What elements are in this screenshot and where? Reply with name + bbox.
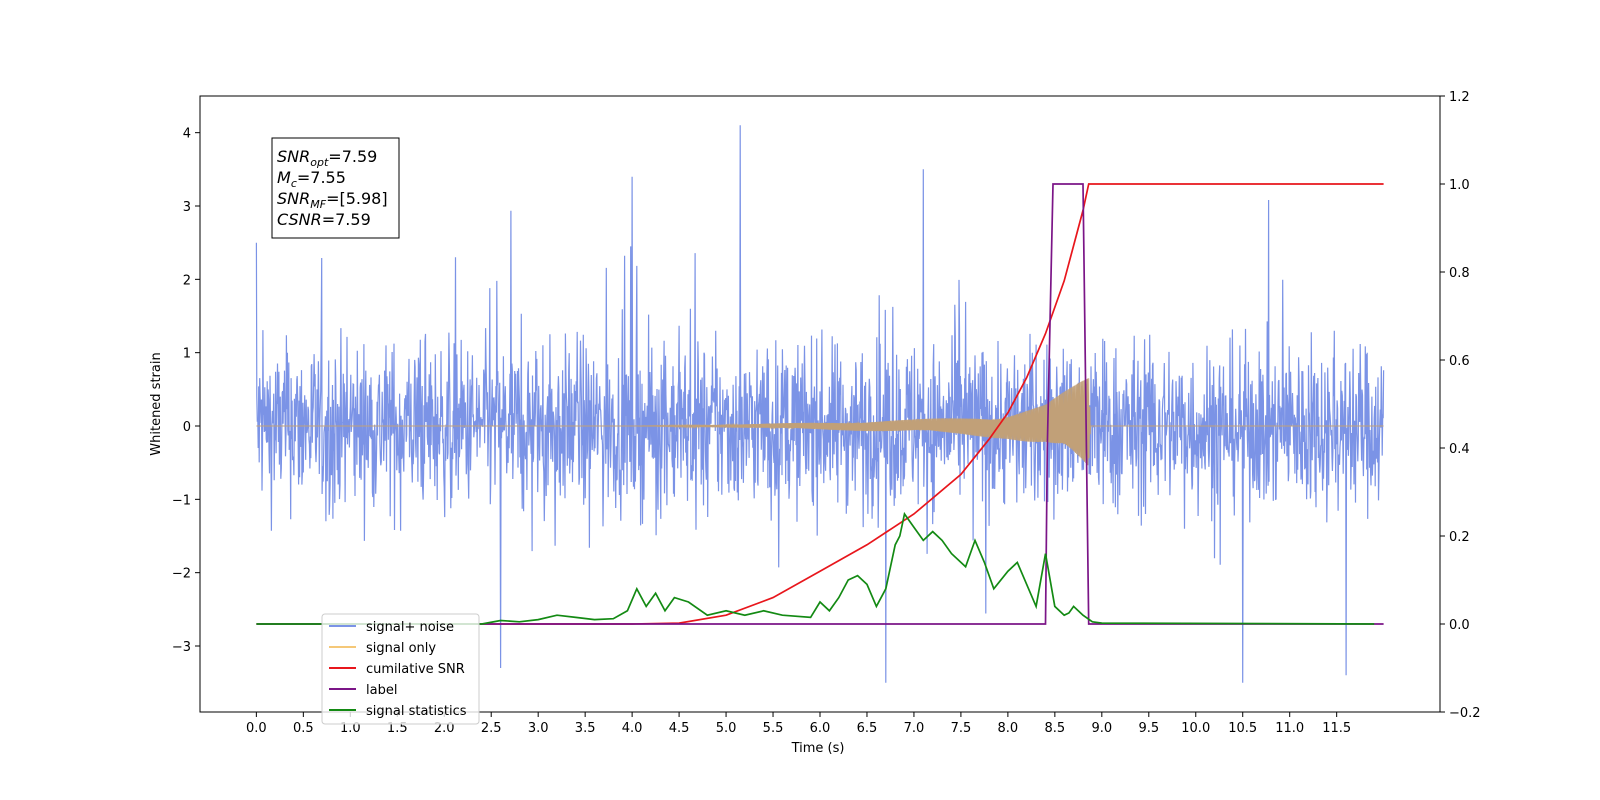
legend-label: cumilative SNR [366,662,465,677]
y2-tick-label: 0.0 [1449,618,1470,633]
x-tick-label: 8.0 [998,721,1019,736]
legend-frame [321,613,480,725]
annotation-line: SNRopt=7.59 [277,147,377,169]
series-label [256,183,1384,625]
series-signal-statistics [256,511,1375,625]
x-tick-label: 4.0 [622,721,643,736]
y-axis-right: −0.2 0.0 0.2 0.4 0.6 0.8 1.0 1.2 [1440,90,1481,721]
x-tick-label: 3.5 [575,721,596,736]
x-tick-label: 10.0 [1181,721,1210,736]
y2-tick-label: 1.2 [1449,90,1470,105]
x-tick-label: 0.0 [246,721,267,736]
x-tick-label: 2.0 [434,721,455,736]
annotation-frame [271,137,400,239]
y2-tick-label: 1.0 [1449,178,1470,193]
annotation-line: SNRMF=[5.98] [277,189,388,211]
legend-label: signal+ noise [366,620,454,635]
y-tick-label: 2 [183,273,191,288]
x-tick-label: 8.5 [1045,721,1066,736]
y2-tick-label: 0.6 [1449,354,1470,369]
x-tick-label: 1.5 [387,721,408,736]
y2-tick-label: −0.2 [1449,706,1481,721]
series-signal-only [256,378,1384,466]
y2-tick-label: 0.2 [1449,530,1470,545]
y-tick-label: 4 [183,127,191,142]
x-axis: 0.0 0.5 1.0 1.5 2.0 2.5 3.0 3.5 4.0 4.5 5.0 5.5 6.0 6… [246,712,1351,736]
series-signal-noise [255,125,1385,683]
x-tick-label: 7.5 [951,721,972,736]
x-tick-label: 4.5 [669,721,690,736]
x-tick-label: 5.0 [716,721,737,736]
x-tick-label: 0.5 [293,721,314,736]
y-tick-label: −2 [172,567,191,582]
x-tick-label: 5.5 [763,721,784,736]
annotation-line: CSNR=7.59 [277,210,371,229]
y-axis-title: Whitened strain [149,352,164,455]
series-layer [255,125,1385,683]
x-tick-label: 1.0 [340,721,361,736]
x-tick-label: 3.0 [528,721,549,736]
x-tick-label: 9.0 [1091,721,1112,736]
y-tick-label: 0 [183,420,191,435]
x-tick-label: 9.5 [1138,721,1159,736]
legend-label: label [366,683,397,698]
x-tick-label: 11.5 [1322,721,1351,736]
annotation-line: Mc=7.55 [277,168,346,190]
x-tick-label: 10.5 [1228,721,1257,736]
legend-label: signal statistics [366,704,467,719]
y-axis-left: −3 −2 −1 0 1 2 3 4 [172,127,200,655]
x-axis-title: Time (s) [791,741,845,756]
y-tick-label: −1 [172,493,191,508]
y-tick-label: 3 [183,200,191,215]
y-tick-label: −3 [172,640,191,655]
legend-label: signal only [366,641,436,656]
x-tick-label: 2.5 [481,721,502,736]
y2-tick-label: 0.8 [1449,266,1470,281]
y-tick-label: 1 [183,347,191,362]
x-tick-label: 6.0 [810,721,831,736]
x-tick-label: 11.0 [1275,721,1304,736]
x-tick-label: 6.5 [857,721,878,736]
y2-tick-label: 0.4 [1449,442,1470,457]
legend: signal+ noise signal only cumilative SNR la… [321,613,480,725]
x-tick-label: 7.0 [904,721,925,736]
